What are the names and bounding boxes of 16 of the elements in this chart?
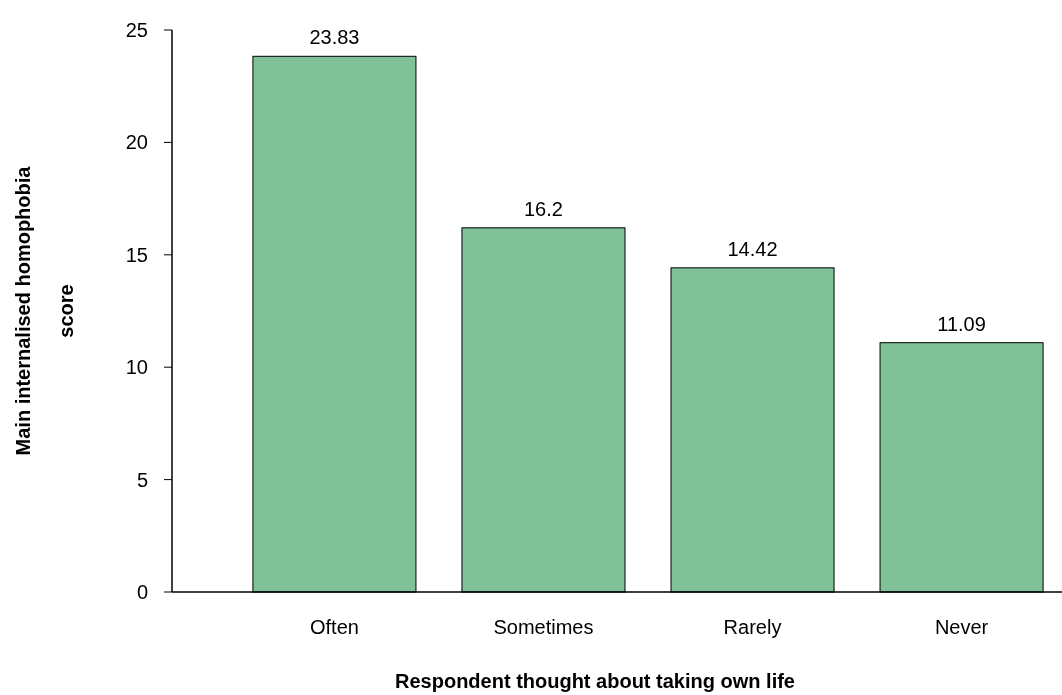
x-tick-label: Rarely — [723, 616, 782, 638]
data-label: 14.42 — [727, 237, 778, 260]
y-tick-label: 20 — [125, 131, 148, 154]
y-axis-title: Main internalised homophobia score — [12, 165, 77, 456]
data-label: 11.09 — [937, 312, 986, 335]
data-label: 23.83 — [309, 26, 360, 49]
y-tick-label: 25 — [125, 19, 148, 41]
x-tick-label: Never — [934, 616, 989, 638]
data-label: 16.2 — [524, 197, 563, 220]
y-tick-label: 0 — [136, 581, 148, 603]
y-tick-label: 15 — [125, 243, 148, 266]
y-tick-label: 10 — [125, 356, 148, 379]
x-axis-title: Respondent thought about taking own life — [395, 670, 795, 692]
y-tick-label: 5 — [136, 468, 148, 491]
x-tick-label: Sometimes — [493, 616, 594, 638]
x-tick-label: Often — [309, 616, 359, 638]
